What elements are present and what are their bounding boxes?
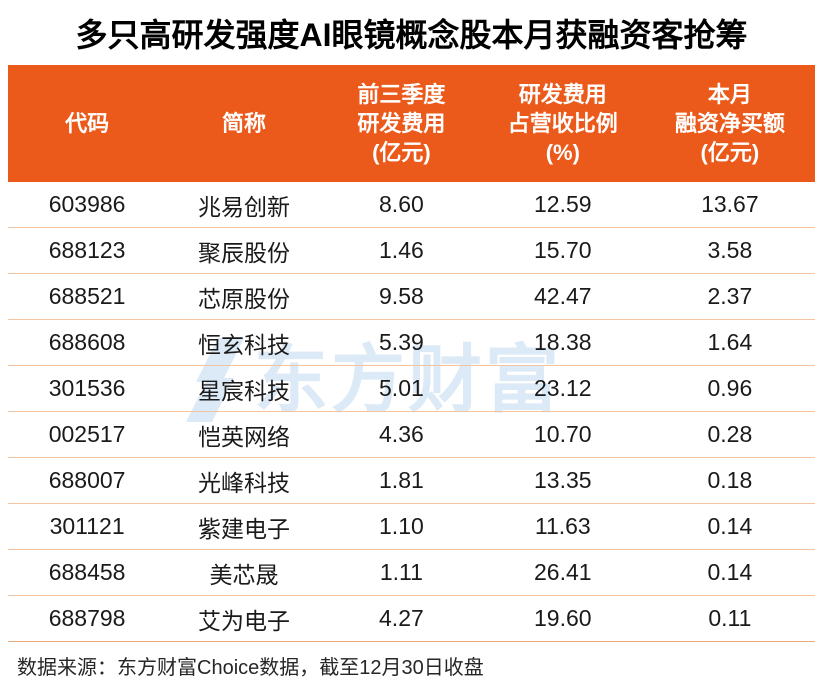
cell-rd-ratio: 15.70 [480,227,645,274]
cell-code: 688798 [8,595,167,641]
column-header-code: 代码 [8,65,167,182]
column-header-rd-expense: 前三季度 研发费用 (亿元) [321,65,481,182]
cell-name: 光峰科技 [166,457,322,504]
column-header-name: 简称 [166,65,322,182]
cell-code: 688458 [8,549,167,596]
cell-code: 688521 [8,273,167,320]
cell-name: 兆易创新 [198,193,291,220]
cell-rd-ratio: 26.41 [480,549,645,596]
cell-code: 002517 [8,411,167,458]
table-row: 688521 芯原股份 9.58 42.47 2.37 [8,273,815,320]
cell-rd-expense: 1.46 [321,227,481,274]
cell-rd-expense: 4.27 [321,595,481,641]
cell-rd-expense: 1.11 [321,549,481,596]
table-row: 603986 兆易创新 8.60 12.59 13.67 [8,182,815,228]
page-title: 多只高研发强度AI眼镜概念股本月获融资客抢筹 [75,17,748,53]
cell-name: 恒玄科技 [166,319,322,366]
column-header-rd-ratio: 研发费用 占营收比例 (%) [480,65,645,182]
cell-rd-expense: 1.81 [321,457,481,504]
source-note: 数据来源：东方财富Choice数据，截至12月30日收盘 [8,641,815,680]
cell-name: 紫建电子 [166,503,322,550]
cell-net-buy: 3.58 [644,227,815,274]
cell-rd-ratio: 12.59 [534,191,592,217]
cell-code: 688123 [8,227,167,274]
cell-rd-expense: 5.01 [321,365,481,412]
cell-rd-expense: 1.10 [321,503,481,550]
cell-name: 芯原股份 [166,273,322,320]
cell-net-buy: 0.14 [644,503,815,550]
table-row: 301536 星宸科技 5.01 23.12 0.96 [8,365,815,412]
cell-rd-ratio: 11.63 [480,503,645,550]
cell-name: 美芯晟 [166,549,322,596]
cell-net-buy: 0.28 [644,411,815,458]
table-row: 301121 紫建电子 1.10 11.63 0.14 [8,503,815,550]
cell-net-buy: 2.37 [644,273,815,320]
cell-rd-expense: 8.60 [379,191,424,217]
cell-rd-expense: 4.36 [321,411,481,458]
table-header-row: 代码 简称 前三季度 研发费用 (亿元) 研发费用 占营收比例 (%) 本月 融… [8,65,815,182]
cell-code: 688007 [8,457,167,504]
table-row: 002517 恺英网络 4.36 10.70 0.28 [8,411,815,458]
cell-code: 603986 [48,191,126,217]
stock-table: 代码 简称 前三季度 研发费用 (亿元) 研发费用 占营收比例 (%) 本月 融… [8,65,815,641]
table-row: 688458 美芯晟 1.11 26.41 0.14 [8,549,815,596]
cell-net-buy: 0.11 [644,595,815,641]
table-row: 688608 恒玄科技 5.39 18.38 1.64 [8,319,815,366]
cell-rd-ratio: 10.70 [480,411,645,458]
column-header-net-buy: 本月 融资净买额 (亿元) [644,65,815,182]
cell-code: 301536 [8,365,167,412]
cell-rd-ratio: 23.12 [480,365,645,412]
cell-rd-ratio: 19.60 [480,595,645,641]
table-row: 688798 艾为电子 4.27 19.60 0.11 [8,595,815,641]
cell-rd-ratio: 18.38 [480,319,645,366]
cell-rd-expense: 9.58 [321,273,481,320]
cell-net-buy: 1.64 [644,319,815,366]
cell-net-buy: 0.18 [644,457,815,504]
cell-name: 艾为电子 [166,595,322,641]
cell-net-buy: 0.14 [644,549,815,596]
cell-rd-ratio: 13.35 [480,457,645,504]
cell-net-buy: 0.96 [644,365,815,412]
cell-rd-ratio: 42.47 [480,273,645,320]
cell-name: 星宸科技 [166,365,322,412]
cell-name: 恺英网络 [166,411,322,458]
cell-net-buy: 13.67 [701,191,759,217]
cell-code: 688608 [8,319,167,366]
cell-rd-expense: 5.39 [321,319,481,366]
table-row: 688007 光峰科技 1.81 13.35 0.18 [8,457,815,504]
table-row: 688123 聚辰股份 1.46 15.70 3.58 [8,227,815,274]
cell-name: 聚辰股份 [166,227,322,274]
cell-code: 301121 [8,503,167,550]
